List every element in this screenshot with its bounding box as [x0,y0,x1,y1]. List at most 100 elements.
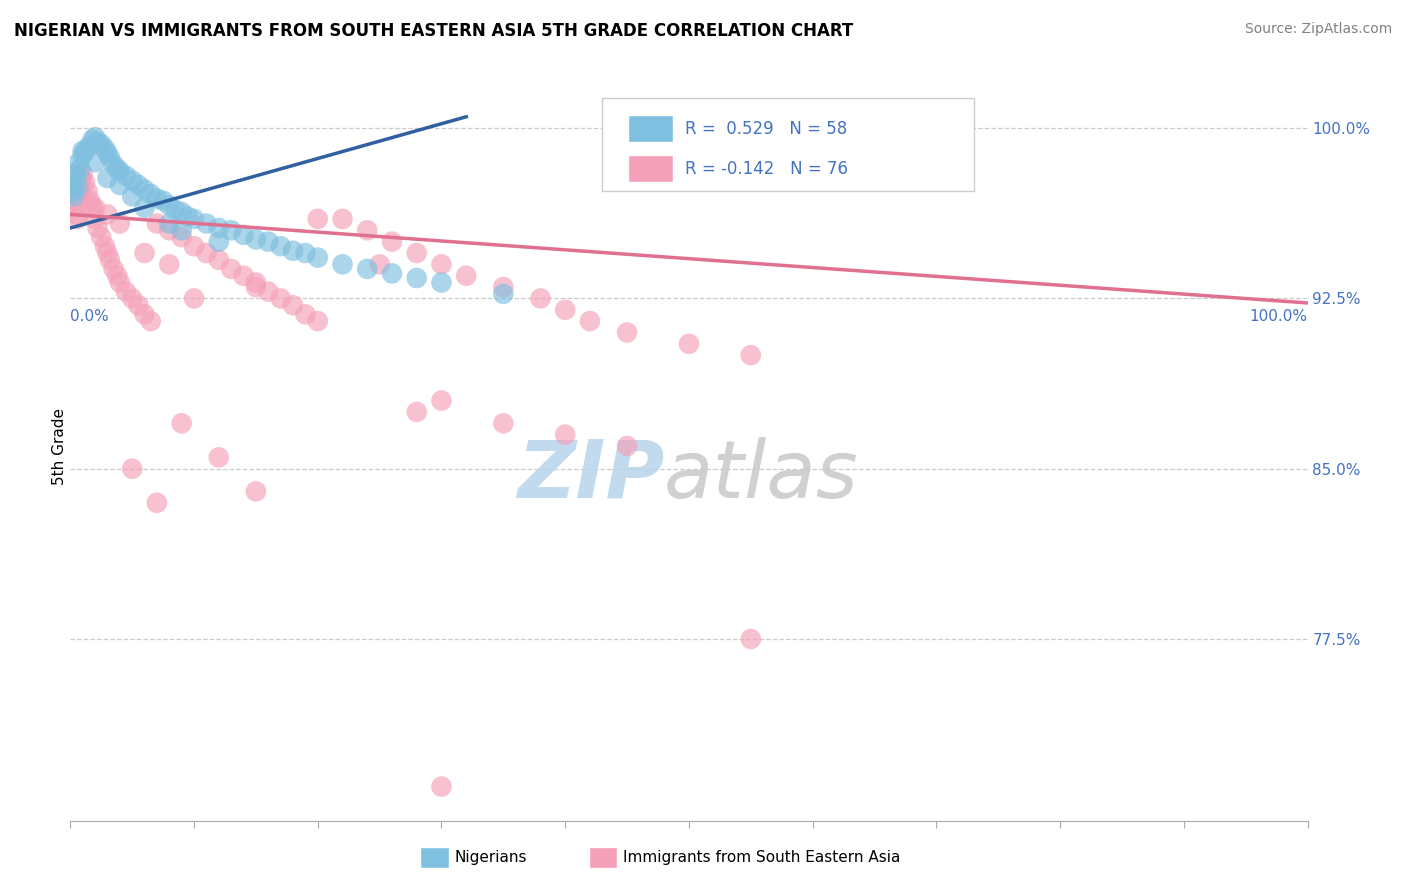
Point [72,148,94,162]
Text: ZIP: ZIP [517,437,664,515]
Point [66,211,89,226]
Point [281,244,304,258]
Point [79,194,101,208]
Point [77,139,100,153]
Point [245,484,267,499]
Point [67,155,90,169]
Point [90,230,112,244]
Point [177,210,200,224]
Point [103,157,125,171]
Point [134,201,156,215]
Point [108,276,131,290]
Text: 0.0%: 0.0% [70,309,110,324]
Point [84,201,107,215]
Point [82,132,104,146]
Point [65,194,87,208]
Point [157,217,180,231]
Point [183,239,205,253]
FancyBboxPatch shape [602,97,973,191]
Point [616,439,638,453]
Point [115,285,138,299]
Point [121,189,143,203]
Point [108,217,131,231]
Point [105,268,128,283]
Point [554,302,576,317]
FancyBboxPatch shape [628,155,673,182]
Point [84,155,107,169]
Text: atlas: atlas [664,437,859,515]
Point [96,171,118,186]
Point [170,223,193,237]
Point [94,239,117,253]
Point [60,178,83,192]
FancyBboxPatch shape [628,115,673,143]
Point [492,286,515,301]
Point [356,261,378,276]
Point [96,146,118,161]
Point [75,176,97,190]
Point [740,632,762,646]
Point [69,178,91,192]
Point [96,207,118,221]
Point [430,780,453,794]
Point [115,169,138,183]
Point [219,261,242,276]
Point [157,198,180,212]
Point [405,405,427,419]
Point [270,239,292,253]
Point [127,178,149,192]
Point [195,217,218,231]
Point [183,292,205,306]
Text: 100.0%: 100.0% [1250,309,1308,324]
Point [65,171,87,186]
Point [165,202,187,217]
Text: Source: ZipAtlas.com: Source: ZipAtlas.com [1244,22,1392,37]
Point [245,280,267,294]
Point [579,314,602,328]
Point [121,292,143,306]
Point [307,314,329,328]
Point [65,167,87,181]
Point [72,144,94,158]
Point [219,223,242,237]
Point [170,230,193,244]
Text: Immigrants from South Eastern Asia: Immigrants from South Eastern Asia [623,850,900,864]
Point [740,348,762,362]
Point [121,461,143,475]
Point [232,268,254,283]
Point [72,189,94,203]
Point [67,185,90,199]
Point [492,280,515,294]
Point [368,257,391,271]
Point [381,235,404,249]
Point [70,171,93,186]
Point [127,298,149,312]
Point [105,161,128,176]
Point [245,276,267,290]
Text: Nigerians: Nigerians [454,850,527,864]
Point [157,257,180,271]
Point [98,151,121,165]
Point [257,235,280,249]
Y-axis label: 5th Grade: 5th Grade [52,408,66,484]
Point [84,130,107,145]
Point [245,232,267,246]
Point [678,336,700,351]
Point [146,496,169,510]
Point [152,194,174,208]
Point [84,211,107,226]
Text: R =  0.529   N = 58: R = 0.529 N = 58 [685,120,848,138]
Point [195,246,218,260]
Point [616,326,638,340]
Point [294,246,316,260]
Point [307,251,329,265]
Point [134,307,156,321]
Point [86,221,108,235]
Point [139,314,162,328]
Point [356,223,378,237]
Point [232,227,254,242]
Point [96,246,118,260]
Point [103,261,125,276]
Point [430,257,453,271]
Point [405,271,427,285]
